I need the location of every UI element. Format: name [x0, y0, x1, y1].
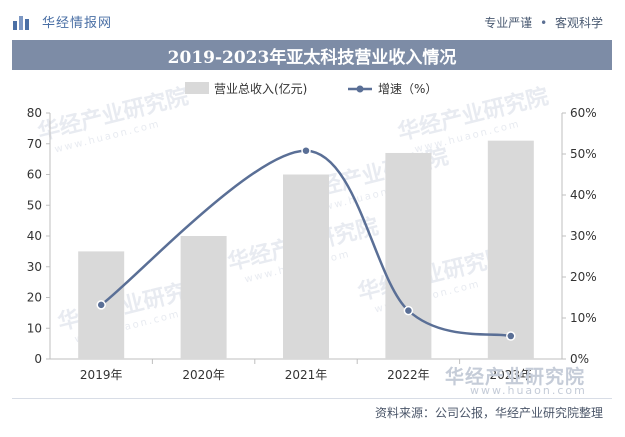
slogan-left: 专业严谨: [484, 16, 533, 30]
y-left-tick-label: 20: [27, 291, 42, 305]
y-left-tick-label: 10: [27, 321, 42, 335]
top-bar: 华经情报网 专业严谨 • 客观科学: [0, 0, 625, 40]
footer-divider: [12, 398, 612, 399]
y-right-tick-label: 10%: [570, 311, 597, 325]
watermark-bottom-url: www.huaon.com: [470, 384, 587, 397]
y-left-tick-label: 80: [27, 106, 42, 120]
bar-revenue: [385, 152, 432, 359]
legend-marker-growth: [356, 85, 364, 93]
y-left-tick-label: 0: [34, 352, 42, 366]
bar-revenue: [180, 236, 227, 359]
y-left-tick-label: 40: [27, 229, 42, 243]
x-tick-label: 2019年: [80, 368, 123, 382]
x-tick-label: 2020年: [182, 368, 225, 382]
legend-swatch-revenue: [185, 82, 209, 94]
y-right-tick-label: 40%: [570, 188, 597, 202]
growth-rate-point: [96, 300, 106, 310]
legend-label-growth: 增速（%）: [378, 82, 437, 96]
y-left-tick-label: 70: [27, 137, 42, 151]
brand-name: 华经情报网: [42, 16, 113, 31]
y-left-tick-label: 60: [27, 168, 42, 182]
bar-revenue: [487, 140, 534, 359]
slogan: 专业严谨 • 客观科学: [484, 14, 603, 31]
source-note: 资料来源：公司公报，华经产业研究院整理: [374, 406, 603, 420]
y-right-tick-label: 0%: [570, 352, 589, 366]
legend-label-revenue: 营业总收入(亿元): [214, 81, 307, 96]
x-tick-label: 2021年: [285, 368, 328, 382]
chart-title: 2019-2023年亚太科技营业收入情况: [12, 40, 612, 70]
y-left-tick-label: 50: [27, 198, 42, 212]
y-right-tick-label: 60%: [570, 106, 597, 120]
y-right-tick-label: 50%: [570, 147, 597, 161]
bar-revenue: [283, 174, 329, 359]
slogan-separator: •: [540, 16, 548, 30]
x-tick-label: 2023年: [490, 368, 533, 382]
brand-logo: 华经情报网: [12, 12, 112, 31]
y-right-tick-label: 20%: [570, 270, 597, 284]
y-right-tick-label: 30%: [570, 229, 597, 243]
growth-rate-point: [403, 305, 414, 316]
bar-chart-logo-icon: [12, 13, 34, 31]
growth-rate-point: [506, 331, 516, 341]
growth-rate-line: [100, 149, 512, 338]
x-tick-label: 2022年: [387, 368, 430, 382]
growth-rate-point: [301, 145, 311, 156]
watermark-bottom: 华经产业研究院: [445, 366, 586, 388]
y-left-tick-label: 30: [27, 260, 42, 274]
slogan-right: 客观科学: [554, 16, 603, 30]
